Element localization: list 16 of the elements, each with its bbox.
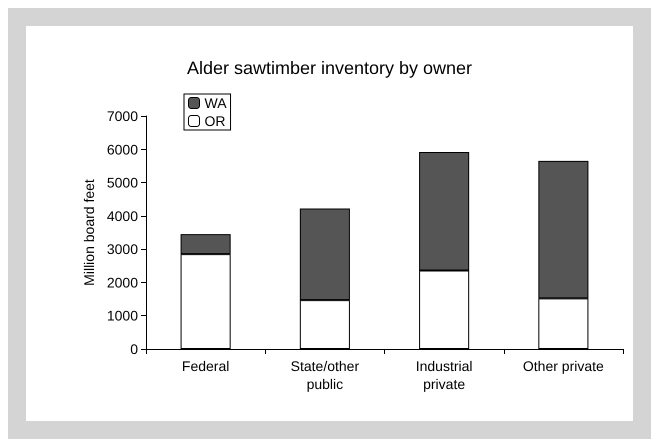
y-axis-title: Million board feet — [80, 179, 97, 286]
y-tick-label: 2000 — [106, 274, 138, 290]
chart-title: Alder sawtimber inventory by owner — [186, 58, 472, 78]
y-tick-label: 5000 — [106, 174, 138, 191]
legend-label: WA — [204, 95, 228, 111]
y-tick-label: 3000 — [106, 241, 138, 258]
x-tick-label: Industrial private — [416, 358, 473, 392]
y-tick-label: 0 — [130, 341, 138, 357]
y-tick-label: 7000 — [106, 108, 138, 124]
x-tick-label: Federal — [182, 358, 230, 374]
y-tick-label: 4000 — [106, 208, 138, 224]
legend-label: OR — [204, 113, 226, 129]
y-tick-label: 1000 — [106, 308, 138, 324]
x-tick-label: Other private — [522, 358, 604, 374]
x-tick-label: State/other public — [290, 358, 360, 392]
y-tick-label: 6000 — [106, 141, 138, 158]
